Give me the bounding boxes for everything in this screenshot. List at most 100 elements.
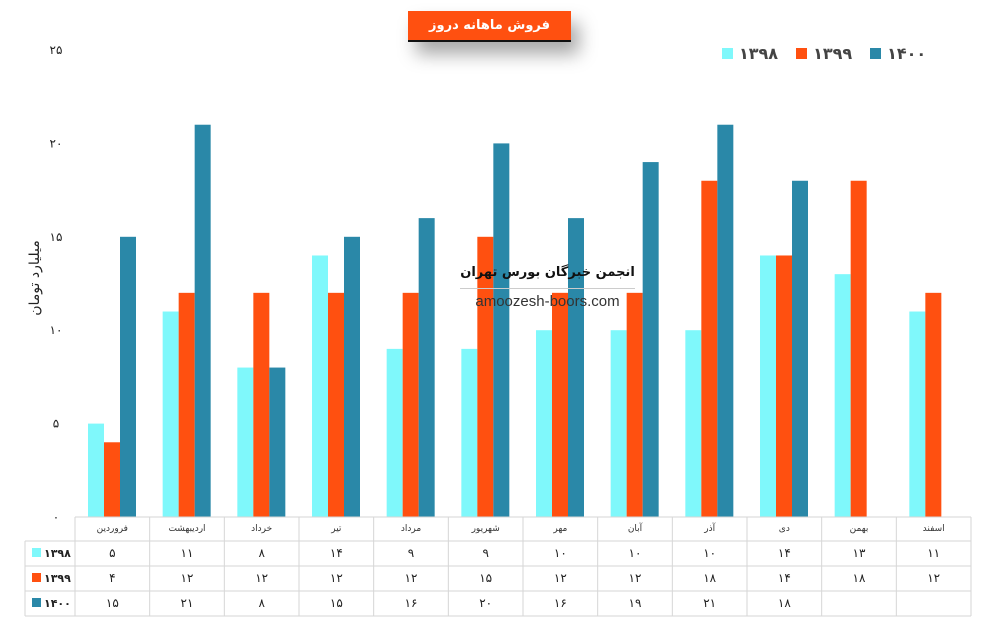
table-cell: ۱۴ bbox=[778, 571, 791, 585]
x-tick-label: اردیبهشت bbox=[168, 524, 205, 534]
bar-2-10 bbox=[776, 255, 792, 518]
x-tick-label: آذر bbox=[703, 522, 715, 534]
bar-2-9 bbox=[701, 180, 718, 517]
table-cell: ۱۸ bbox=[853, 571, 866, 585]
legend-key-1 bbox=[32, 548, 41, 557]
table-cell: ۱۴ bbox=[778, 546, 791, 560]
bar-1-6 bbox=[461, 348, 478, 517]
legend-swatch bbox=[722, 48, 733, 59]
y-tick-label: ۲۰ bbox=[50, 136, 63, 150]
table-cell: ۱۲ bbox=[554, 571, 567, 585]
table-cell: ۱۲ bbox=[405, 571, 418, 585]
legend-key-2 bbox=[32, 573, 41, 582]
bar-1-5 bbox=[386, 348, 403, 517]
bar-3-7 bbox=[568, 218, 584, 517]
legend-item-1: ۱۳۹۸ bbox=[722, 44, 778, 63]
watermark-url: amoozesh-boors.com bbox=[475, 293, 620, 310]
table-cell: ۱۲ bbox=[255, 571, 268, 585]
bar-2-11 bbox=[850, 180, 867, 517]
bar-3-6 bbox=[493, 143, 510, 517]
table-cell: ۹ bbox=[482, 546, 488, 560]
chart-title: فروش ماهانه دروز bbox=[408, 11, 571, 42]
table-cell: ۲۱ bbox=[181, 596, 194, 610]
table-cell: ۸ bbox=[258, 546, 265, 560]
bar-3-8 bbox=[642, 162, 659, 517]
table-cell: ۸ bbox=[258, 596, 265, 610]
bar-2-2 bbox=[178, 292, 195, 517]
table-cell: ۴ bbox=[109, 571, 115, 585]
legend-label: ۱۴۰۰ bbox=[887, 44, 927, 63]
x-tick-label: مهر bbox=[552, 524, 567, 534]
legend-item-2: ۱۳۹۹ bbox=[796, 44, 852, 63]
table-cell: ۱۰ bbox=[554, 546, 567, 560]
bar-3-9 bbox=[717, 124, 734, 517]
table-cell: ۱۰ bbox=[629, 546, 642, 560]
x-tick-label: بهمن bbox=[850, 524, 869, 534]
x-tick-label: اسفند bbox=[923, 524, 945, 534]
bar-1-9 bbox=[685, 330, 702, 517]
watermark: انجمن خبرگان بورس تهران amoozesh-boors.c… bbox=[460, 265, 635, 310]
table-cell: ۱۶ bbox=[554, 596, 567, 610]
bar-2-5 bbox=[402, 292, 419, 517]
bar-2-12 bbox=[925, 292, 942, 517]
legend-label: ۱۳۹۸ bbox=[739, 44, 779, 63]
bar-1-1 bbox=[88, 423, 104, 517]
legend-item-3: ۱۴۰۰ bbox=[870, 44, 926, 63]
bar-1-12 bbox=[909, 311, 926, 517]
table-cell: ۱۳ bbox=[853, 546, 866, 560]
bar-3-1 bbox=[120, 236, 136, 518]
y-tick-label: ۱۰ bbox=[50, 323, 63, 337]
x-tick-label: دی bbox=[779, 524, 790, 534]
bar-3-3 bbox=[269, 367, 286, 517]
table-cell: ۱۲ bbox=[927, 571, 940, 585]
table-cell: ۱۵ bbox=[330, 596, 343, 610]
legend-key-3 bbox=[32, 598, 41, 607]
x-tick-label: فروردین bbox=[97, 524, 128, 534]
x-tick-label: مرداد bbox=[401, 524, 421, 534]
y-tick-label: ۲۵ bbox=[50, 43, 63, 57]
bar-1-10 bbox=[760, 255, 776, 518]
bar-3-2 bbox=[194, 124, 211, 517]
y-tick-label: ۵ bbox=[53, 417, 59, 431]
bar-3-10 bbox=[792, 180, 808, 517]
bar-3-4 bbox=[344, 236, 360, 518]
table-cell: ۱۲ bbox=[629, 571, 642, 585]
table-cell: ۱۲ bbox=[330, 571, 343, 585]
table-cell: ۱۴ bbox=[330, 546, 343, 560]
table-cell: ۱۰ bbox=[703, 546, 716, 560]
x-tick-label: خرداد bbox=[251, 524, 272, 534]
legend-label: ۱۳۹۹ bbox=[813, 44, 853, 63]
bar-1-3 bbox=[237, 367, 254, 517]
table-cell: ۱۶ bbox=[405, 596, 418, 610]
legend-swatch bbox=[796, 48, 808, 59]
bar-2-1 bbox=[104, 442, 120, 517]
table-cell: ۲۰ bbox=[479, 596, 492, 610]
y-tick-label: ۱۵ bbox=[50, 230, 63, 244]
table-cell: ۱۲ bbox=[181, 571, 194, 585]
bar-1-2 bbox=[162, 311, 179, 517]
bar-2-4 bbox=[328, 292, 344, 517]
x-tick-label: شهریور bbox=[471, 524, 500, 534]
bar-1-8 bbox=[610, 330, 627, 517]
bar-1-11 bbox=[834, 274, 851, 517]
table-cell: ۱۸ bbox=[703, 571, 716, 585]
table-cell: ۱۱ bbox=[181, 546, 194, 560]
bar-2-7 bbox=[552, 292, 568, 517]
bar-2-8 bbox=[626, 292, 643, 517]
table-cell: ۱۵ bbox=[479, 571, 492, 585]
table-cell: ۱۱ bbox=[927, 546, 940, 560]
y-tick-label: ۰ bbox=[53, 510, 59, 524]
legend-swatch bbox=[870, 48, 882, 59]
watermark-title: انجمن خبرگان بورس تهران bbox=[460, 265, 635, 289]
x-tick-label: تیر bbox=[330, 524, 342, 534]
table-cell: ۱۵ bbox=[106, 596, 119, 610]
bar-1-7 bbox=[536, 330, 552, 517]
bar-1-4 bbox=[312, 255, 328, 518]
table-cell: ۲۱ bbox=[703, 596, 716, 610]
table-cell: ۱۹ bbox=[629, 596, 642, 610]
table-cell: ۹ bbox=[408, 546, 414, 560]
x-tick-label: آبان bbox=[628, 522, 643, 534]
table-cell: ۱۸ bbox=[778, 596, 791, 610]
